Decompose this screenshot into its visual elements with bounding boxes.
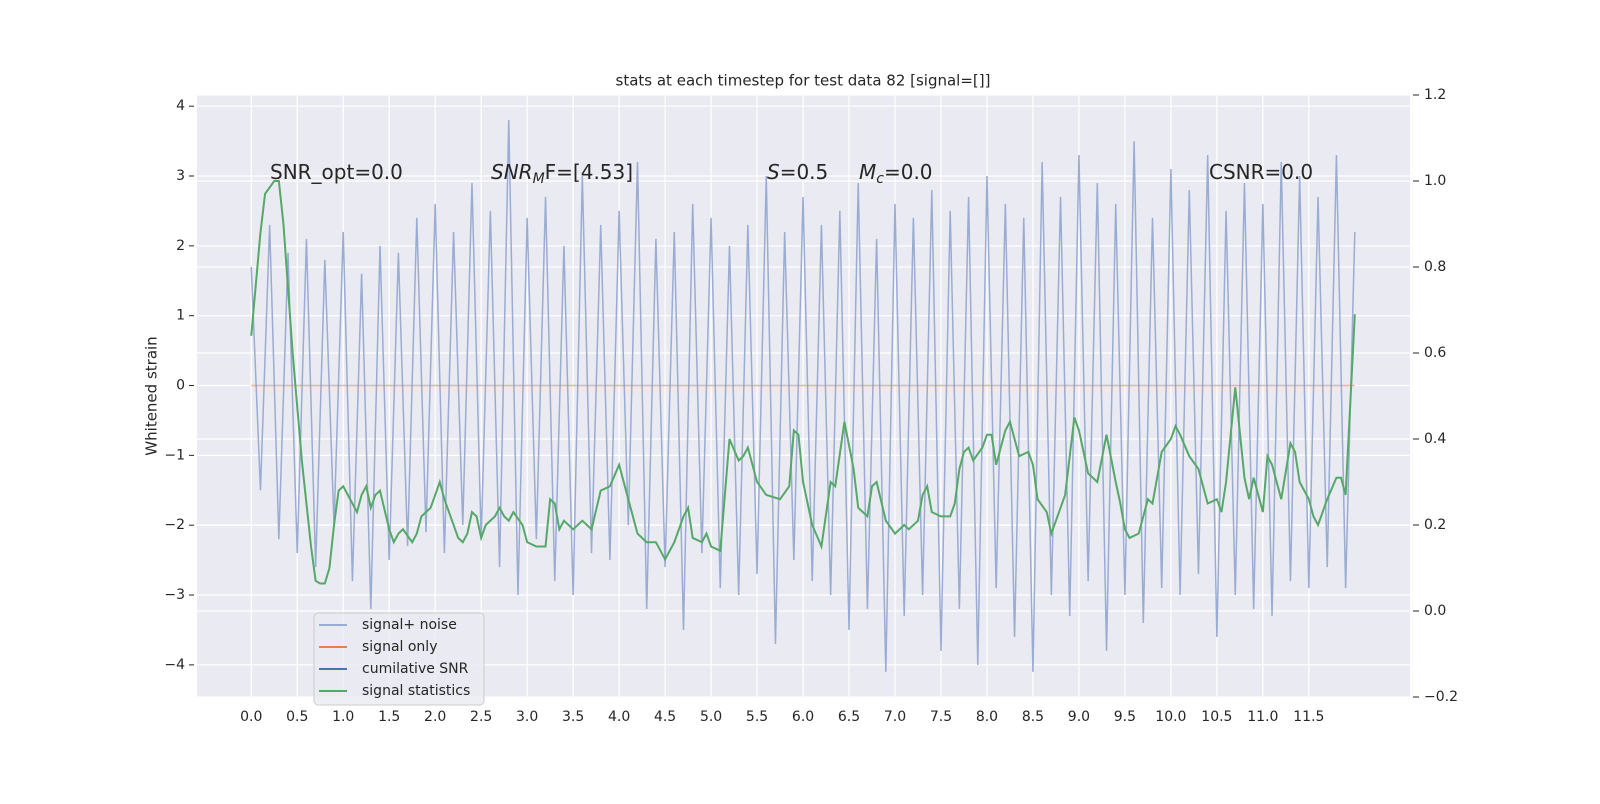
x-tick-label: 6.5 (838, 709, 860, 725)
series-line (250, 120, 1356, 672)
x-tick-label: 7.5 (930, 709, 952, 725)
annotation-part: F=[4.53] (545, 160, 633, 184)
y-tick-label: −3 (164, 587, 185, 603)
annotation-part: =0.5 (780, 160, 829, 184)
x-tick-label: 3.0 (516, 709, 538, 725)
y-tick-label: 1 (176, 308, 185, 324)
annotation-part: c (876, 171, 884, 187)
annotation-part: M (533, 171, 545, 187)
annotation: SNR_opt=0.0 (270, 160, 403, 184)
y-axis-label: Whitened strain (143, 336, 161, 455)
y-tick-label: 3 (176, 168, 185, 184)
y-tick-label: 2 (176, 238, 185, 254)
annotation-part: M (859, 160, 876, 184)
annotation-part: SNR_opt=0.0 (270, 160, 403, 184)
x-tick-label: 11.5 (1293, 709, 1324, 725)
legend-label: signal only (362, 639, 437, 655)
x-tick-label: 1.5 (378, 709, 400, 725)
annotation-part: =0.0 (884, 160, 933, 184)
legend-box (313, 612, 485, 706)
chart-title: stats at each timestep for test data 82 … (616, 72, 991, 90)
series-line (250, 180, 1356, 585)
annotation: S=0.5 (767, 160, 828, 184)
y2-tick-label: 0.8 (1424, 259, 1446, 275)
legend-label: signal statistics (362, 683, 470, 699)
y-tick-label: 4 (176, 98, 185, 114)
annotation: SNRMF=[4.53] (491, 160, 633, 188)
y2-tick-label: 0.4 (1424, 431, 1446, 447)
annotation-part: S (767, 160, 780, 184)
x-tick-label: 4.5 (654, 709, 676, 725)
y2-tick-label: −0.2 (1424, 689, 1458, 705)
x-tick-label: 10.0 (1155, 709, 1186, 725)
x-tick-label: 6.0 (792, 709, 814, 725)
annotation: Mc=0.0 (859, 160, 933, 188)
y-tick-label: −4 (164, 657, 185, 673)
grid (197, 94, 1410, 698)
x-tick-label: 7.0 (884, 709, 906, 725)
x-tick-label: 5.5 (746, 709, 768, 725)
y2-tick-label: 0.6 (1424, 345, 1446, 361)
y-tick-label: −1 (164, 447, 185, 463)
legend-label: cumilative SNR (362, 661, 469, 677)
x-tick-label: 9.5 (1114, 709, 1136, 725)
x-tick-label: 11.0 (1247, 709, 1278, 725)
x-tick-label: 2.5 (470, 709, 492, 725)
x-tick-label: 0.0 (240, 709, 262, 725)
y2-tick-label: 1.2 (1424, 87, 1446, 103)
x-tick-label: 4.0 (608, 709, 630, 725)
x-tick-label: 5.0 (700, 709, 722, 725)
x-tick-label: 8.0 (976, 709, 998, 725)
y2-tick-label: 0.0 (1424, 603, 1446, 619)
y2-tick-label: 1.0 (1424, 173, 1446, 189)
y-tick-label: −2 (164, 517, 185, 533)
x-tick-label: 1.0 (332, 709, 354, 725)
annotation-part: CSNR=0.0 (1209, 160, 1313, 184)
x-tick-label: 10.5 (1201, 709, 1232, 725)
x-tick-label: 3.5 (562, 709, 584, 725)
x-tick-label: 9.0 (1068, 709, 1090, 725)
annotation: CSNR=0.0 (1209, 160, 1313, 184)
legend-label: signal+ noise (362, 617, 457, 633)
y-tick-label: 0 (176, 378, 185, 394)
annotation-part: SNR (491, 160, 533, 184)
x-tick-label: 2.0 (424, 709, 446, 725)
x-tick-label: 0.5 (286, 709, 308, 725)
x-tick-label: 8.5 (1022, 709, 1044, 725)
y2-tick-label: 0.2 (1424, 517, 1446, 533)
